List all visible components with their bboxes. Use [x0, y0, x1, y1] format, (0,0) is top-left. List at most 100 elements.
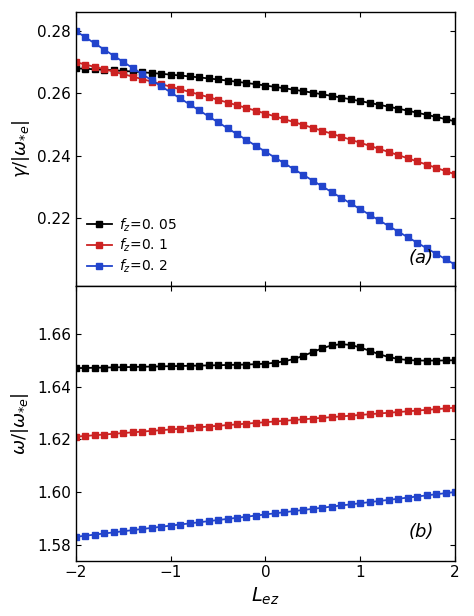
$f_z$=0. 2	[291, 508, 297, 515]
$f_z$=0. 2	[196, 519, 202, 526]
$f_z$=0. 2	[329, 503, 335, 510]
$f_z$=0. 2	[225, 515, 230, 522]
$f_z$=0. 05	[82, 65, 88, 73]
$f_z$=0. 2	[130, 527, 136, 534]
$f_z$=0. 05	[225, 77, 230, 84]
$f_z$=0. 05	[215, 76, 221, 83]
$f_z$=0. 2	[263, 148, 268, 155]
$f_z$=0. 05	[177, 72, 183, 79]
$f_z$=0. 2	[319, 183, 325, 190]
$f_z$=0. 05	[215, 362, 221, 369]
$f_z$=0. 1	[357, 411, 363, 419]
$f_z$=0. 05	[168, 362, 173, 370]
$f_z$=0. 05	[338, 94, 344, 101]
$f_z$=0. 2	[376, 497, 382, 505]
$f_z$=0. 2	[395, 228, 401, 235]
$f_z$=0. 2	[376, 217, 382, 224]
$f_z$=0. 05	[348, 95, 354, 103]
$f_z$=0. 05	[405, 107, 410, 115]
$f_z$=0. 05	[376, 101, 382, 108]
$f_z$=0. 2	[395, 495, 401, 503]
$f_z$=0. 05	[111, 67, 117, 74]
$f_z$=0. 05	[291, 355, 297, 363]
$f_z$=0. 2	[168, 89, 173, 96]
$f_z$=0. 2	[263, 511, 268, 518]
$f_z$=0. 1	[282, 417, 287, 424]
$f_z$=0. 1	[187, 88, 192, 95]
$f_z$=0. 05	[139, 68, 145, 76]
$f_z$=0. 1	[206, 423, 211, 430]
$f_z$=0. 05	[149, 363, 155, 370]
$f_z$=0. 05	[452, 357, 458, 364]
$f_z$=0. 05	[291, 86, 297, 94]
$f_z$=0. 05	[120, 363, 126, 371]
$f_z$=0. 05	[348, 341, 354, 349]
$f_z$=0. 05	[395, 105, 401, 112]
$f_z$=0. 1	[234, 421, 240, 428]
$f_z$=0. 1	[395, 408, 401, 416]
$f_z$=0. 2	[443, 490, 448, 497]
$f_z$=0. 2	[111, 529, 117, 536]
$f_z$=0. 05	[367, 347, 373, 355]
$f_z$=0. 2	[367, 498, 373, 506]
$f_z$=0. 05	[319, 91, 325, 98]
$f_z$=0. 2	[73, 27, 79, 34]
$f_z$=0. 1	[253, 419, 259, 427]
$f_z$=0. 05	[338, 341, 344, 348]
$f_z$=0. 05	[244, 361, 249, 368]
$f_z$=0. 1	[139, 428, 145, 436]
$f_z$=0. 2	[234, 514, 240, 522]
$f_z$=0. 2	[139, 70, 145, 78]
$f_z$=0. 05	[196, 74, 202, 81]
Text: (a): (a)	[409, 249, 433, 267]
$f_z$=0. 05	[177, 362, 183, 370]
$f_z$=0. 2	[101, 46, 107, 54]
$f_z$=0. 2	[310, 505, 316, 513]
$f_z$=0. 2	[82, 33, 88, 41]
$f_z$=0. 1	[367, 410, 373, 418]
$f_z$=0. 1	[263, 110, 268, 117]
$f_z$=0. 1	[272, 418, 278, 425]
$f_z$=0. 2	[386, 222, 392, 230]
Y-axis label: $\gamma/|\omega_{*e}|$: $\gamma/|\omega_{*e}|$	[9, 120, 32, 179]
$f_z$=0. 1	[225, 99, 230, 106]
$f_z$=0. 1	[272, 113, 278, 120]
$f_z$=0. 05	[263, 360, 268, 367]
$f_z$=0. 05	[111, 363, 117, 371]
$f_z$=0. 05	[310, 348, 316, 355]
$f_z$=0. 05	[329, 92, 335, 100]
$f_z$=0. 05	[272, 83, 278, 91]
$f_z$=0. 2	[196, 107, 202, 114]
$f_z$=0. 05	[244, 79, 249, 87]
$f_z$=0. 1	[376, 145, 382, 153]
$f_z$=0. 1	[111, 68, 117, 75]
$f_z$=0. 2	[177, 95, 183, 102]
$f_z$=0. 2	[82, 532, 88, 540]
$f_z$=0. 2	[291, 166, 297, 173]
$f_z$=0. 2	[272, 154, 278, 161]
$f_z$=0. 05	[443, 115, 448, 123]
$f_z$=0. 2	[92, 40, 98, 47]
$f_z$=0. 05	[357, 344, 363, 351]
$f_z$=0. 1	[225, 421, 230, 429]
$f_z$=0. 1	[73, 59, 79, 66]
$f_z$=0. 1	[414, 158, 420, 165]
$f_z$=0. 2	[177, 521, 183, 528]
$f_z$=0. 1	[82, 432, 88, 440]
Line: $f_z$=0. 1: $f_z$=0. 1	[73, 59, 458, 177]
$f_z$=0. 05	[253, 360, 259, 368]
$f_z$=0. 2	[215, 118, 221, 126]
$f_z$=0. 1	[215, 96, 221, 103]
$f_z$=0. 1	[319, 414, 325, 421]
$f_z$=0. 1	[244, 420, 249, 428]
$f_z$=0. 05	[234, 78, 240, 86]
$f_z$=0. 05	[414, 357, 420, 364]
$f_z$=0. 1	[348, 412, 354, 419]
$f_z$=0. 05	[73, 65, 79, 72]
$f_z$=0. 1	[101, 65, 107, 73]
$f_z$=0. 05	[130, 363, 136, 371]
$f_z$=0. 1	[253, 107, 259, 115]
$f_z$=0. 1	[405, 155, 410, 162]
$f_z$=0. 1	[395, 152, 401, 159]
$f_z$=0. 1	[386, 148, 392, 156]
